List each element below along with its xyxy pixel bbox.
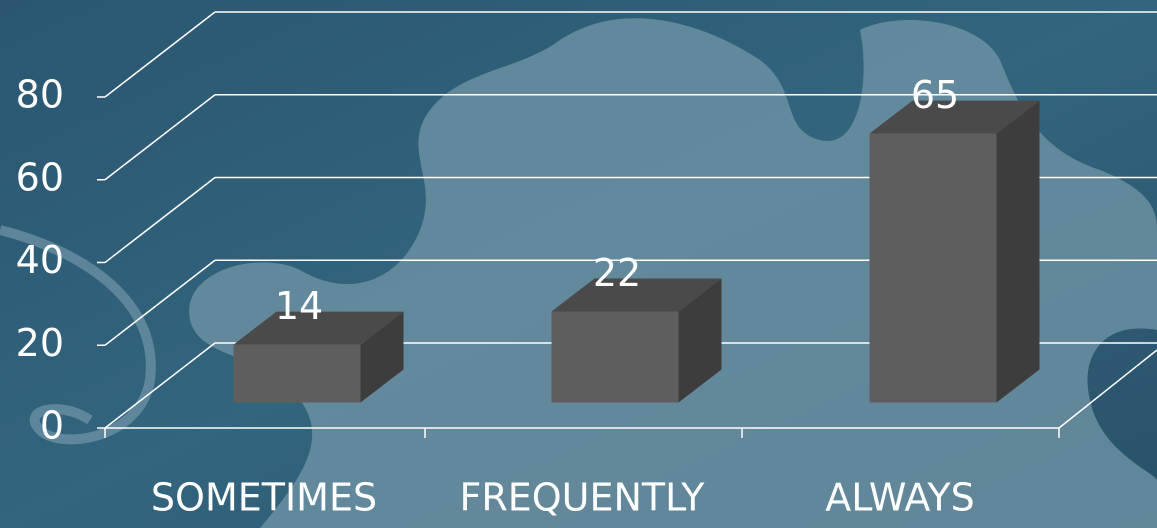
x-tick-label: ALWAYS — [825, 476, 975, 520]
bar — [869, 133, 997, 403]
y-tick-label: 20 — [16, 321, 64, 365]
floor-edge — [1058, 349, 1157, 429]
bar-side — [360, 311, 404, 403]
grid-line-side — [104, 94, 216, 181]
grid-line-side — [104, 176, 216, 264]
grid-line-side — [104, 342, 216, 429]
bar-top — [551, 278, 722, 312]
value-label: 65 — [911, 73, 959, 117]
bar-side — [678, 278, 722, 403]
y-tick-label: 80 — [16, 73, 64, 117]
puzzle-edge — [0, 225, 156, 445]
bar-top — [869, 100, 1040, 134]
y-tick-label: 40 — [16, 238, 64, 282]
y-tick-label: 0 — [40, 404, 64, 448]
value-label: 22 — [593, 251, 641, 295]
grid-line-side — [104, 259, 216, 346]
bar — [551, 311, 679, 403]
value-label: 14 — [275, 284, 323, 328]
bar-top — [233, 311, 404, 345]
bar — [233, 344, 361, 403]
x-tick-label: FREQUENTLY — [460, 476, 706, 520]
y-tick-label: 60 — [16, 155, 64, 199]
x-tick-label: SOMETIMES — [151, 476, 377, 520]
grid-line-side — [104, 11, 216, 98]
bar-side — [996, 100, 1040, 403]
